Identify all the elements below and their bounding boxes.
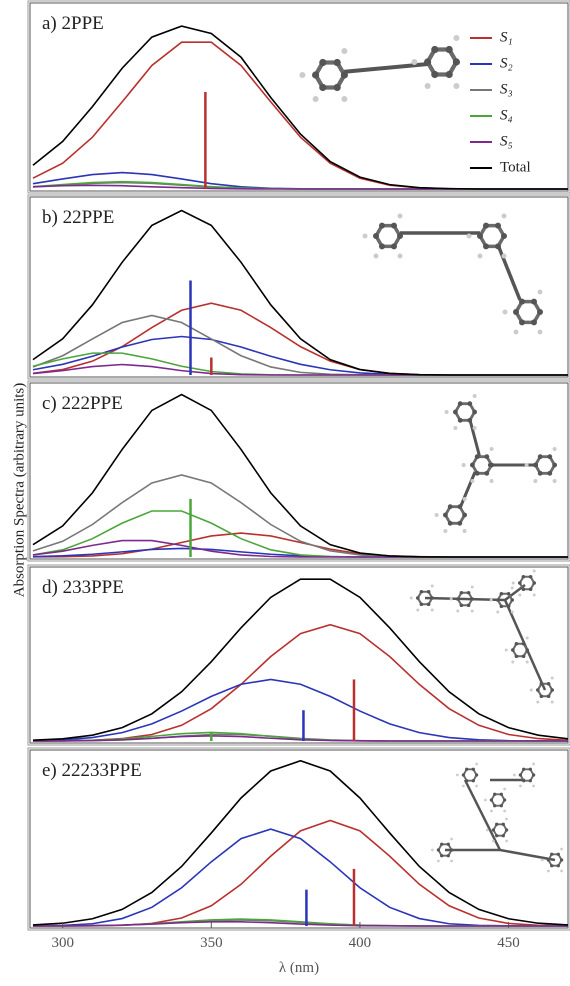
- legend-label: S₅: [500, 133, 513, 149]
- figure: Absorption Spectra (arbitrary units) a) …: [0, 0, 570, 981]
- x-tick-label: 350: [200, 935, 223, 951]
- page: Absorption Spectra (arbitrary units) a) …: [0, 0, 570, 981]
- panel-title: c) 222PPE: [42, 393, 123, 414]
- spectrum-line: [33, 679, 568, 741]
- plot-area: [33, 395, 568, 557]
- plot-area: [33, 211, 568, 376]
- spectrum-line: [33, 26, 568, 189]
- plot-area: [33, 761, 568, 926]
- spectrum-line: [33, 820, 568, 926]
- spectrum-line: [33, 533, 568, 557]
- x-tick-label: 400: [349, 935, 372, 951]
- spectrum-line: [33, 337, 568, 376]
- x-tick-label: 450: [497, 935, 520, 951]
- spectrum-line: [33, 579, 568, 740]
- molecule-d: [410, 570, 554, 704]
- y-axis-label: Absorption Spectra (arbitrary units): [11, 383, 27, 598]
- plot-area: [33, 579, 568, 741]
- spectrum-line: [33, 475, 568, 557]
- plot-area: [33, 26, 568, 189]
- legend-label: Total: [500, 159, 531, 175]
- x-tick-label: 300: [51, 935, 74, 951]
- spectrum-line: [33, 365, 568, 376]
- legend-label: S₄: [500, 107, 513, 123]
- spectrum-line: [33, 395, 568, 557]
- panel-title: e) 22233PPE: [42, 760, 142, 781]
- legend-label: S₂: [500, 55, 513, 71]
- molecule-a: [299, 35, 460, 102]
- spectrum-line: [33, 761, 568, 925]
- panel-frame-inner: [30, 3, 568, 191]
- spectrum-line: [33, 316, 568, 376]
- legend-label: S₃: [500, 81, 513, 97]
- molecule-c: [435, 394, 557, 533]
- x-axis-label: λ (nm): [279, 960, 319, 976]
- panel-title: a) 2PPE: [42, 13, 104, 34]
- legend-label: S₁: [500, 29, 513, 45]
- molecule-b: [363, 214, 544, 335]
- panel-title: d) 233PPE: [42, 577, 124, 598]
- spectrum-line: [33, 173, 568, 189]
- panel-title: b) 22PPE: [42, 207, 114, 228]
- panel-frame: [28, 1, 570, 193]
- molecule-e: [431, 763, 563, 873]
- spectrum-line: [33, 625, 568, 741]
- spectrum-line: [33, 511, 568, 557]
